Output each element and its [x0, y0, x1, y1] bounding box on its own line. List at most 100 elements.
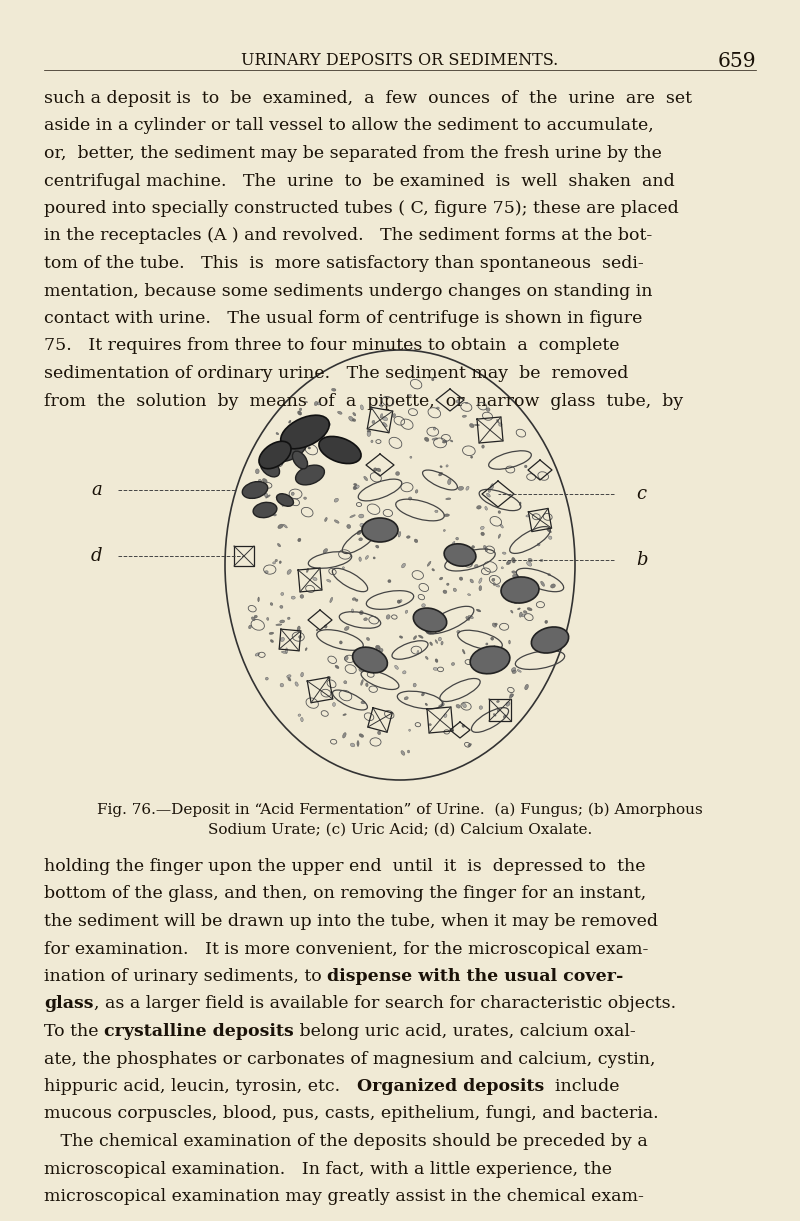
- Ellipse shape: [402, 670, 406, 674]
- Ellipse shape: [393, 414, 395, 418]
- Ellipse shape: [281, 415, 330, 449]
- Text: Fig. 76.—Deposit in “Acid Fermentation” of Urine.  (a) Fungus; (b) Amorphous: Fig. 76.—Deposit in “Acid Fermentation” …: [97, 803, 703, 817]
- Ellipse shape: [486, 408, 490, 411]
- Ellipse shape: [426, 631, 431, 634]
- Ellipse shape: [398, 531, 401, 537]
- Ellipse shape: [480, 526, 484, 530]
- Ellipse shape: [486, 548, 488, 552]
- Ellipse shape: [418, 635, 423, 639]
- Ellipse shape: [422, 603, 426, 607]
- Ellipse shape: [528, 558, 532, 562]
- Ellipse shape: [373, 520, 377, 523]
- Text: contact with urine.   The usual form of centrifuge is shown in figure: contact with urine. The usual form of ce…: [44, 310, 642, 327]
- Ellipse shape: [280, 637, 285, 641]
- Ellipse shape: [367, 430, 370, 432]
- Ellipse shape: [358, 537, 362, 541]
- Ellipse shape: [279, 560, 282, 564]
- Ellipse shape: [427, 562, 431, 567]
- Ellipse shape: [526, 515, 530, 516]
- Ellipse shape: [512, 558, 515, 563]
- Ellipse shape: [506, 562, 510, 565]
- Ellipse shape: [266, 678, 268, 680]
- Ellipse shape: [468, 615, 474, 619]
- Ellipse shape: [486, 643, 488, 645]
- Ellipse shape: [283, 524, 287, 527]
- Ellipse shape: [519, 502, 521, 505]
- Ellipse shape: [362, 518, 398, 542]
- Ellipse shape: [406, 536, 410, 538]
- Ellipse shape: [477, 505, 482, 509]
- Ellipse shape: [478, 578, 482, 584]
- Ellipse shape: [255, 469, 259, 474]
- Ellipse shape: [379, 648, 383, 652]
- Ellipse shape: [525, 684, 529, 690]
- Ellipse shape: [378, 731, 381, 735]
- Ellipse shape: [443, 590, 447, 593]
- Ellipse shape: [350, 744, 355, 747]
- Ellipse shape: [323, 548, 328, 553]
- Ellipse shape: [354, 485, 359, 488]
- Ellipse shape: [273, 435, 307, 462]
- Ellipse shape: [250, 497, 254, 499]
- Ellipse shape: [242, 481, 268, 498]
- Ellipse shape: [273, 562, 275, 564]
- Ellipse shape: [476, 609, 481, 612]
- Ellipse shape: [414, 636, 417, 640]
- Ellipse shape: [546, 529, 551, 532]
- Ellipse shape: [479, 586, 482, 591]
- Ellipse shape: [527, 608, 532, 610]
- Ellipse shape: [492, 623, 497, 628]
- Ellipse shape: [352, 597, 356, 601]
- Ellipse shape: [450, 440, 453, 442]
- Ellipse shape: [479, 706, 482, 709]
- Ellipse shape: [278, 524, 283, 529]
- Ellipse shape: [425, 437, 429, 442]
- Ellipse shape: [500, 524, 503, 527]
- Ellipse shape: [517, 669, 522, 673]
- Ellipse shape: [545, 620, 548, 624]
- Ellipse shape: [481, 532, 484, 536]
- Ellipse shape: [440, 465, 442, 468]
- Ellipse shape: [470, 579, 474, 582]
- Text: , as a larger field is available for search for characteristic objects.: , as a larger field is available for sea…: [94, 995, 676, 1012]
- Ellipse shape: [282, 501, 284, 507]
- Ellipse shape: [457, 630, 460, 634]
- Text: Sodium Urate; (c) Uric Acid; (d) Calcium Oxalate.: Sodium Urate; (c) Uric Acid; (d) Calcium…: [208, 823, 592, 838]
- Ellipse shape: [343, 714, 346, 716]
- Ellipse shape: [456, 705, 460, 708]
- Ellipse shape: [355, 600, 358, 602]
- Ellipse shape: [394, 665, 398, 669]
- Ellipse shape: [357, 741, 359, 746]
- Text: for examination.   It is more convenient, for the microscopical exam-: for examination. It is more convenient, …: [44, 940, 648, 957]
- Ellipse shape: [388, 580, 391, 582]
- Ellipse shape: [456, 399, 459, 403]
- Ellipse shape: [470, 457, 473, 458]
- Ellipse shape: [357, 530, 362, 535]
- Text: bottom of the glass, and then, on removing the finger for an instant,: bottom of the glass, and then, on removi…: [44, 885, 646, 902]
- Text: To the: To the: [44, 1023, 104, 1040]
- Ellipse shape: [519, 612, 522, 617]
- Ellipse shape: [451, 541, 455, 546]
- Ellipse shape: [366, 662, 370, 664]
- Ellipse shape: [255, 653, 259, 656]
- Ellipse shape: [442, 441, 447, 443]
- Ellipse shape: [295, 681, 298, 686]
- Ellipse shape: [286, 675, 291, 678]
- Ellipse shape: [371, 440, 373, 443]
- Ellipse shape: [399, 636, 402, 639]
- Ellipse shape: [353, 486, 357, 490]
- Ellipse shape: [446, 584, 449, 585]
- Ellipse shape: [360, 524, 364, 526]
- Ellipse shape: [259, 441, 291, 469]
- Ellipse shape: [434, 427, 436, 430]
- Ellipse shape: [297, 626, 300, 631]
- Ellipse shape: [444, 514, 450, 516]
- Ellipse shape: [538, 543, 540, 546]
- Ellipse shape: [409, 497, 412, 501]
- Ellipse shape: [301, 673, 303, 676]
- Ellipse shape: [270, 640, 274, 642]
- Ellipse shape: [438, 637, 442, 641]
- Text: crystalline deposits: crystalline deposits: [104, 1023, 294, 1040]
- Ellipse shape: [509, 694, 514, 698]
- Ellipse shape: [373, 557, 375, 559]
